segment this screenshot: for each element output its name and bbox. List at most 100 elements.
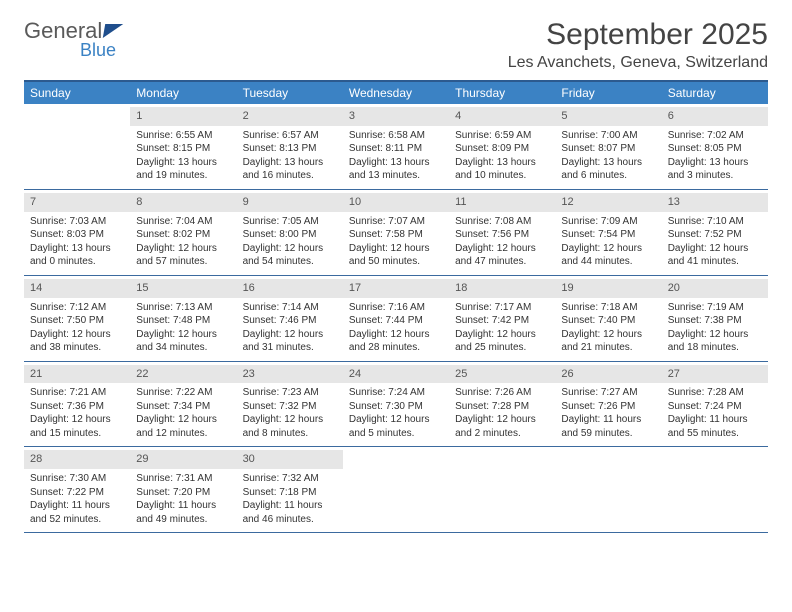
- sunrise-line: Sunrise: 7:30 AM: [30, 472, 124, 486]
- blank-cell: [662, 447, 768, 532]
- day-number: 6: [662, 107, 768, 126]
- sunset-line: Sunset: 8:07 PM: [561, 142, 655, 156]
- day-number: 7: [24, 193, 130, 212]
- daylight-line: Daylight: 12 hours and 44 minutes.: [561, 242, 655, 269]
- day-number: 5: [555, 107, 661, 126]
- sunrise-line: Sunrise: 7:00 AM: [561, 129, 655, 143]
- day-cell: 3Sunrise: 6:58 AMSunset: 8:11 PMDaylight…: [343, 104, 449, 189]
- day-header: Tuesday: [237, 82, 343, 104]
- sunset-line: Sunset: 7:34 PM: [136, 400, 230, 414]
- sunrise-line: Sunrise: 6:57 AM: [243, 129, 337, 143]
- sunrise-line: Sunrise: 7:13 AM: [136, 301, 230, 315]
- day-cell: 17Sunrise: 7:16 AMSunset: 7:44 PMDayligh…: [343, 276, 449, 361]
- sunset-line: Sunset: 8:03 PM: [30, 228, 124, 242]
- day-header: Saturday: [662, 82, 768, 104]
- day-cell: 2Sunrise: 6:57 AMSunset: 8:13 PMDaylight…: [237, 104, 343, 189]
- sunset-line: Sunset: 7:24 PM: [668, 400, 762, 414]
- day-number: 22: [130, 365, 236, 384]
- day-cell: 23Sunrise: 7:23 AMSunset: 7:32 PMDayligh…: [237, 362, 343, 447]
- day-number: 4: [449, 107, 555, 126]
- day-cell: 24Sunrise: 7:24 AMSunset: 7:30 PMDayligh…: [343, 362, 449, 447]
- day-number: 25: [449, 365, 555, 384]
- day-cell: 8Sunrise: 7:04 AMSunset: 8:02 PMDaylight…: [130, 190, 236, 275]
- sunrise-line: Sunrise: 7:32 AM: [243, 472, 337, 486]
- day-number: 29: [130, 450, 236, 469]
- day-number: 21: [24, 365, 130, 384]
- day-cell: 25Sunrise: 7:26 AMSunset: 7:28 PMDayligh…: [449, 362, 555, 447]
- day-number: 12: [555, 193, 661, 212]
- location: Les Avanchets, Geneva, Switzerland: [508, 54, 768, 72]
- blank-cell: [343, 447, 449, 532]
- week-row: 28Sunrise: 7:30 AMSunset: 7:22 PMDayligh…: [24, 447, 768, 533]
- day-cell: 20Sunrise: 7:19 AMSunset: 7:38 PMDayligh…: [662, 276, 768, 361]
- sunrise-line: Sunrise: 7:12 AM: [30, 301, 124, 315]
- daylight-line: Daylight: 12 hours and 12 minutes.: [136, 413, 230, 440]
- sunset-line: Sunset: 7:56 PM: [455, 228, 549, 242]
- daylight-line: Daylight: 12 hours and 2 minutes.: [455, 413, 549, 440]
- logo-text-2: Blue: [80, 40, 122, 61]
- sunset-line: Sunset: 7:20 PM: [136, 486, 230, 500]
- daylight-line: Daylight: 12 hours and 28 minutes.: [349, 328, 443, 355]
- daylight-line: Daylight: 13 hours and 19 minutes.: [136, 156, 230, 183]
- sunset-line: Sunset: 7:52 PM: [668, 228, 762, 242]
- day-number: 24: [343, 365, 449, 384]
- day-number: 14: [24, 279, 130, 298]
- sunrise-line: Sunrise: 6:55 AM: [136, 129, 230, 143]
- day-header-row: SundayMondayTuesdayWednesdayThursdayFrid…: [24, 82, 768, 104]
- daylight-line: Daylight: 12 hours and 25 minutes.: [455, 328, 549, 355]
- day-number: 27: [662, 365, 768, 384]
- day-cell: 16Sunrise: 7:14 AMSunset: 7:46 PMDayligh…: [237, 276, 343, 361]
- day-number: 9: [237, 193, 343, 212]
- day-cell: 11Sunrise: 7:08 AMSunset: 7:56 PMDayligh…: [449, 190, 555, 275]
- day-cell: 29Sunrise: 7:31 AMSunset: 7:20 PMDayligh…: [130, 447, 236, 532]
- day-header: Wednesday: [343, 82, 449, 104]
- day-cell: 4Sunrise: 6:59 AMSunset: 8:09 PMDaylight…: [449, 104, 555, 189]
- day-cell: 13Sunrise: 7:10 AMSunset: 7:52 PMDayligh…: [662, 190, 768, 275]
- sunrise-line: Sunrise: 7:28 AM: [668, 386, 762, 400]
- daylight-line: Daylight: 11 hours and 46 minutes.: [243, 499, 337, 526]
- day-number: 8: [130, 193, 236, 212]
- day-number: 19: [555, 279, 661, 298]
- daylight-line: Daylight: 11 hours and 55 minutes.: [668, 413, 762, 440]
- month-title: September 2025: [508, 18, 768, 52]
- day-cell: 9Sunrise: 7:05 AMSunset: 8:00 PMDaylight…: [237, 190, 343, 275]
- sunrise-line: Sunrise: 7:03 AM: [30, 215, 124, 229]
- day-cell: 18Sunrise: 7:17 AMSunset: 7:42 PMDayligh…: [449, 276, 555, 361]
- day-number: 1: [130, 107, 236, 126]
- sunrise-line: Sunrise: 7:05 AM: [243, 215, 337, 229]
- blank-cell: [449, 447, 555, 532]
- day-number: 20: [662, 279, 768, 298]
- sunset-line: Sunset: 7:38 PM: [668, 314, 762, 328]
- sunrise-line: Sunrise: 7:02 AM: [668, 129, 762, 143]
- daylight-line: Daylight: 12 hours and 57 minutes.: [136, 242, 230, 269]
- sunset-line: Sunset: 8:13 PM: [243, 142, 337, 156]
- daylight-line: Daylight: 12 hours and 18 minutes.: [668, 328, 762, 355]
- day-cell: 19Sunrise: 7:18 AMSunset: 7:40 PMDayligh…: [555, 276, 661, 361]
- sunset-line: Sunset: 7:36 PM: [30, 400, 124, 414]
- sunrise-line: Sunrise: 7:04 AM: [136, 215, 230, 229]
- sunset-line: Sunset: 7:32 PM: [243, 400, 337, 414]
- blank-cell: [555, 447, 661, 532]
- sunset-line: Sunset: 7:50 PM: [30, 314, 124, 328]
- sunrise-line: Sunrise: 7:09 AM: [561, 215, 655, 229]
- sunrise-line: Sunrise: 7:18 AM: [561, 301, 655, 315]
- day-number: 30: [237, 450, 343, 469]
- day-header: Sunday: [24, 82, 130, 104]
- sunrise-line: Sunrise: 7:07 AM: [349, 215, 443, 229]
- sunset-line: Sunset: 7:46 PM: [243, 314, 337, 328]
- day-number: 2: [237, 107, 343, 126]
- sunrise-line: Sunrise: 7:10 AM: [668, 215, 762, 229]
- daylight-line: Daylight: 11 hours and 52 minutes.: [30, 499, 124, 526]
- daylight-line: Daylight: 12 hours and 47 minutes.: [455, 242, 549, 269]
- sunset-line: Sunset: 7:42 PM: [455, 314, 549, 328]
- daylight-line: Daylight: 12 hours and 31 minutes.: [243, 328, 337, 355]
- day-header: Thursday: [449, 82, 555, 104]
- daylight-line: Daylight: 12 hours and 34 minutes.: [136, 328, 230, 355]
- day-cell: 21Sunrise: 7:21 AMSunset: 7:36 PMDayligh…: [24, 362, 130, 447]
- day-number: 16: [237, 279, 343, 298]
- day-number: 26: [555, 365, 661, 384]
- sunset-line: Sunset: 8:09 PM: [455, 142, 549, 156]
- logo-triangle-icon: [103, 24, 123, 38]
- day-number: 3: [343, 107, 449, 126]
- sunrise-line: Sunrise: 7:27 AM: [561, 386, 655, 400]
